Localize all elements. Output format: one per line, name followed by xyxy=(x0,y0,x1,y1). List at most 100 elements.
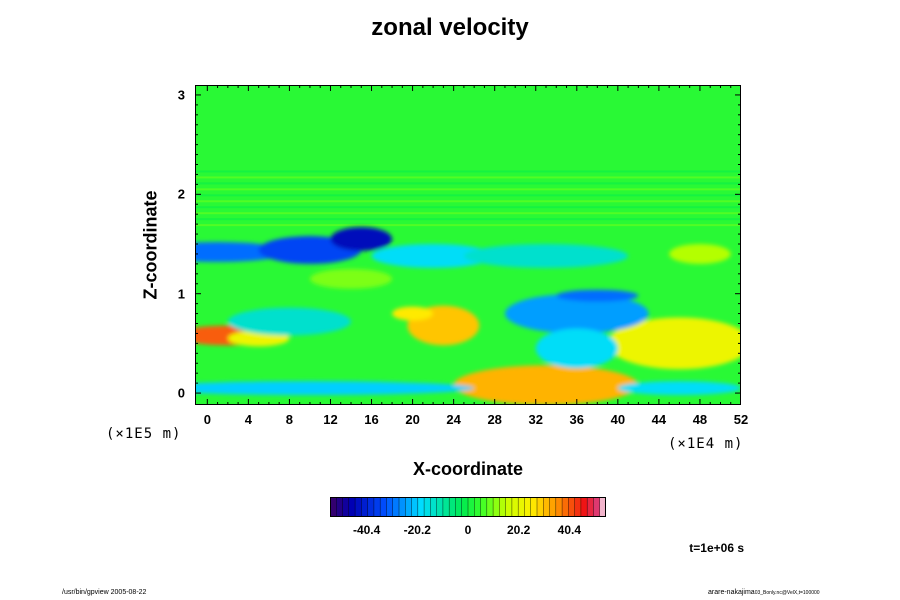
footer-right-main: arare-nakajima xyxy=(708,589,755,596)
colorbar-swatch xyxy=(480,497,488,517)
colorbar-swatch xyxy=(543,497,551,517)
chart-title: zonal velocity xyxy=(371,14,529,41)
colorbar-tick-label: -40.4 xyxy=(352,523,381,537)
x-tick-label: 36 xyxy=(569,412,585,427)
colorbar-swatch xyxy=(486,497,494,517)
colorbar-swatch xyxy=(593,497,601,517)
colorbar-swatch xyxy=(549,497,557,517)
footer-left: /usr/bin/gpview 2005-08-22 xyxy=(62,589,147,596)
colorbar-swatch xyxy=(348,497,356,517)
heatmap-feature xyxy=(669,244,731,264)
heatmap-band xyxy=(195,206,741,209)
colorbar-swatch xyxy=(405,497,413,517)
plot-frame xyxy=(195,85,741,405)
heatmap-feature xyxy=(556,289,639,302)
colorbar-swatch xyxy=(455,497,463,517)
heatmap-feature xyxy=(392,306,434,321)
colorbar-tick-label: 0 xyxy=(464,523,472,537)
colorbar-swatch xyxy=(505,497,513,517)
colorbar-swatch xyxy=(461,497,469,517)
colorbar-swatch xyxy=(399,497,406,517)
colorbar-swatch xyxy=(417,497,425,517)
heatmap-feature xyxy=(195,381,475,396)
colorbar-swatch xyxy=(474,497,482,517)
colorbar-swatch xyxy=(580,497,588,517)
colorbar-swatch xyxy=(468,497,475,517)
y-tick-label: 3 xyxy=(177,87,185,103)
heatmap-feature xyxy=(330,227,393,251)
colorbar-swatch xyxy=(511,497,519,517)
x-tick-label: 0 xyxy=(203,412,211,427)
x-tick-label: 12 xyxy=(323,412,338,427)
heatmap-band xyxy=(195,224,741,227)
colorbar-frame xyxy=(330,497,606,517)
heatmap-band xyxy=(195,212,741,215)
x-tick-label: 28 xyxy=(487,412,502,427)
colorbar-swatch xyxy=(436,497,444,517)
x-tick-label: 40 xyxy=(610,412,626,427)
heatmap-feature xyxy=(371,244,495,268)
plot-area xyxy=(195,85,741,405)
x-tick-label: 32 xyxy=(528,412,543,427)
heatmap-feature xyxy=(453,365,639,405)
colorbar-swatch xyxy=(574,497,582,517)
x-tick-label: 24 xyxy=(446,412,461,427)
heatmap-feature xyxy=(617,381,741,396)
time-label: t=1e+06 s xyxy=(689,541,744,555)
colorbar-swatch xyxy=(449,497,456,517)
heatmap-band xyxy=(195,182,741,185)
colorbar-swatch xyxy=(380,497,387,517)
colorbar-swatch xyxy=(599,497,606,517)
y-axis-label: Z-coordinate xyxy=(140,190,161,300)
heatmap-feature xyxy=(504,293,649,334)
colorbar-swatch xyxy=(493,497,500,517)
heatmap-bands xyxy=(195,170,741,227)
heatmap-band xyxy=(195,218,741,221)
x-tick-label: 48 xyxy=(692,412,708,427)
footer-right: arare-nakajima03_Bonly.nc@VelX,t=100000 xyxy=(708,589,820,596)
heatmap-feature xyxy=(309,268,393,289)
footer-right-sub: 03_Bonly.nc@VelX,t=100000 xyxy=(754,590,820,596)
colorbar-swatch xyxy=(562,497,569,517)
y-tick-label: 1 xyxy=(177,286,185,302)
heatmap-svg xyxy=(195,85,741,405)
heatmap-band xyxy=(195,200,741,203)
colorbar-swatch xyxy=(330,497,337,517)
x-tick-label: 52 xyxy=(733,412,749,427)
colorbar-swatch xyxy=(587,497,594,517)
colorbar-swatch xyxy=(568,497,576,517)
colorbar-tick-label: 40.4 xyxy=(557,523,582,537)
colorbar-swatch xyxy=(530,497,538,517)
heatmap-band xyxy=(195,188,741,191)
x-tick-label: 16 xyxy=(364,412,379,427)
colorbar-swatch xyxy=(555,497,563,517)
colorbar-swatch xyxy=(342,497,350,517)
x-tick-label: 44 xyxy=(651,412,667,427)
colorbar-swatch xyxy=(386,497,394,517)
colorbar-swatch xyxy=(524,497,532,517)
x-tick-label: 8 xyxy=(285,412,294,427)
heatmap-feature xyxy=(535,328,618,369)
y-unit-label: (×1E5 m) xyxy=(106,426,182,442)
colorbar-swatch xyxy=(430,497,438,517)
colorbar-tick-label: 20.2 xyxy=(506,523,531,537)
heatmap-band xyxy=(195,194,741,197)
x-tick-label: 20 xyxy=(405,412,420,427)
colorbar-swatch xyxy=(537,497,544,517)
x-axis-label: X-coordinate xyxy=(412,459,523,479)
colorbar-swatch xyxy=(499,497,507,517)
colorbar-swatch xyxy=(336,497,344,517)
colorbar-swatch xyxy=(355,497,362,517)
colorbar-swatch xyxy=(424,497,431,517)
colorbar-swatch xyxy=(361,497,369,517)
heatmap-feature xyxy=(227,307,351,336)
colorbar-swatch xyxy=(411,497,419,517)
heatmap-band xyxy=(195,176,741,179)
colorbar-swatch xyxy=(442,497,450,517)
y-tick-label: 0 xyxy=(177,385,185,401)
colorbar-swatch xyxy=(392,497,400,517)
x-unit-label: (×1E4 m) xyxy=(668,436,744,452)
colorbar xyxy=(330,497,606,517)
colorbar-tick-label: -20.2 xyxy=(403,523,431,537)
colorbar-swatch xyxy=(373,497,381,517)
